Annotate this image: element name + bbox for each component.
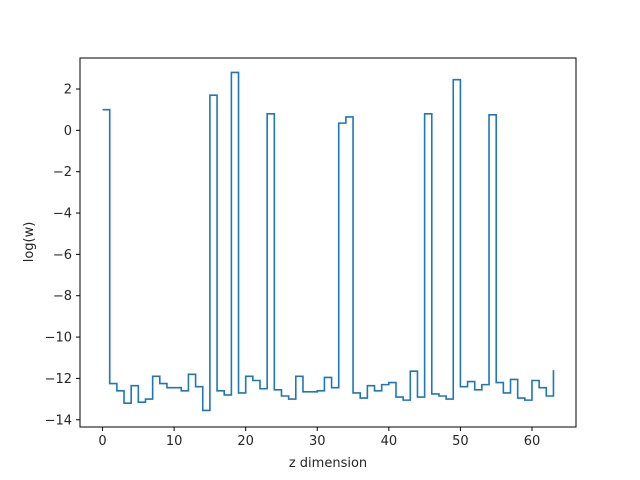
- y-tick-label: −12: [45, 372, 72, 387]
- y-tick-label: 0: [64, 124, 72, 139]
- x-tick-label: 40: [381, 434, 398, 449]
- y-tick-label: −4: [53, 207, 72, 222]
- y-tick-label: −6: [53, 248, 72, 263]
- x-tick-label: 0: [98, 434, 106, 449]
- x-tick-label: 30: [309, 434, 326, 449]
- y-tick-label: −8: [53, 289, 72, 304]
- x-tick-label: 60: [524, 434, 541, 449]
- x-tick-label: 20: [237, 434, 254, 449]
- y-axis-ticks: 2 0 −2 −4 −6 −8 −10 −12 −14: [45, 83, 80, 428]
- y-axis-label: log(w): [22, 222, 37, 263]
- y-tick-label: −2: [53, 165, 72, 180]
- y-tick-label: −10: [45, 331, 72, 346]
- y-tick-label: 2: [64, 83, 72, 98]
- x-tick-label: 50: [452, 434, 469, 449]
- y-tick-label: −14: [45, 413, 72, 428]
- series-line: [102, 71, 555, 412]
- x-axis-label: z dimension: [289, 456, 367, 471]
- axes-frame: [79, 57, 577, 428]
- x-axis-ticks: 0 10 20 30 40 50 60: [98, 427, 540, 449]
- x-tick-label: 10: [166, 434, 183, 449]
- plot-layer: [102, 71, 555, 412]
